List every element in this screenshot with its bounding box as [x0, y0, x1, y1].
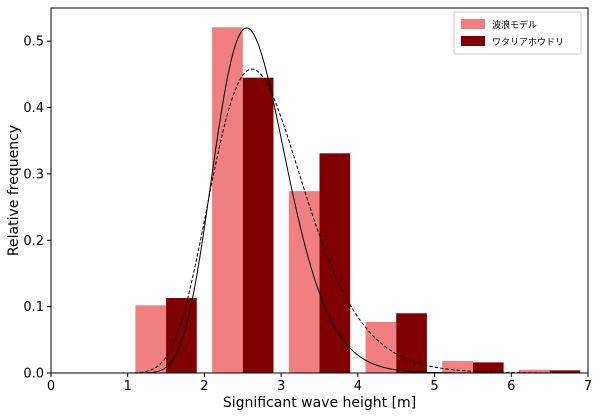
x-axis-ticks: 0 1 2 3 4 5 6 7 — [47, 373, 592, 394]
bar-albatross-0 — [166, 298, 197, 373]
x-tick-label: 0 — [47, 379, 55, 394]
bar-albatross-4 — [472, 362, 504, 373]
y-axis-ticks: 0.0 0.1 0.2 0.3 0.4 0.5 — [23, 35, 51, 382]
bar-model-0 — [135, 305, 167, 373]
legend-swatch — [461, 36, 485, 46]
y-tick-label: 0.0 — [23, 367, 44, 382]
y-tick-label: 0.1 — [23, 300, 44, 315]
bar-albatross-2 — [319, 153, 351, 373]
bar-model-4 — [442, 361, 473, 373]
y-tick-label: 0.2 — [23, 234, 44, 249]
plot-frame — [50, 7, 589, 374]
bar-albatross-3 — [396, 313, 427, 373]
y-axis-label: Relative frequency — [6, 125, 22, 256]
x-tick-label: 2 — [200, 379, 208, 394]
bar-albatross-5 — [549, 370, 581, 373]
bars-layer — [135, 27, 581, 374]
bar-model-2 — [288, 191, 320, 373]
x-tick-label: 5 — [430, 379, 438, 394]
fit-curve-dashed — [51, 68, 588, 374]
legend-label: ワタリアホウドリ — [492, 37, 564, 48]
y-tick-label: 0.4 — [23, 101, 44, 116]
bar-model-3 — [365, 321, 397, 373]
legend-label: 波浪モデル — [492, 19, 537, 31]
x-tick-label: 1 — [124, 379, 132, 394]
bar-model-5 — [518, 369, 550, 373]
x-tick-label: 6 — [507, 379, 515, 394]
x-tick-label: 4 — [354, 379, 362, 394]
legend-swatch — [461, 19, 485, 29]
y-tick-label: 0.5 — [23, 35, 44, 50]
bar-albatross-1 — [242, 77, 274, 373]
x-axis-label: Significant wave height [m] — [223, 395, 416, 411]
y-tick-label: 0.3 — [23, 167, 44, 182]
x-tick-label: 7 — [584, 379, 592, 394]
x-tick-label: 3 — [277, 379, 285, 394]
legend-box — [453, 11, 582, 55]
